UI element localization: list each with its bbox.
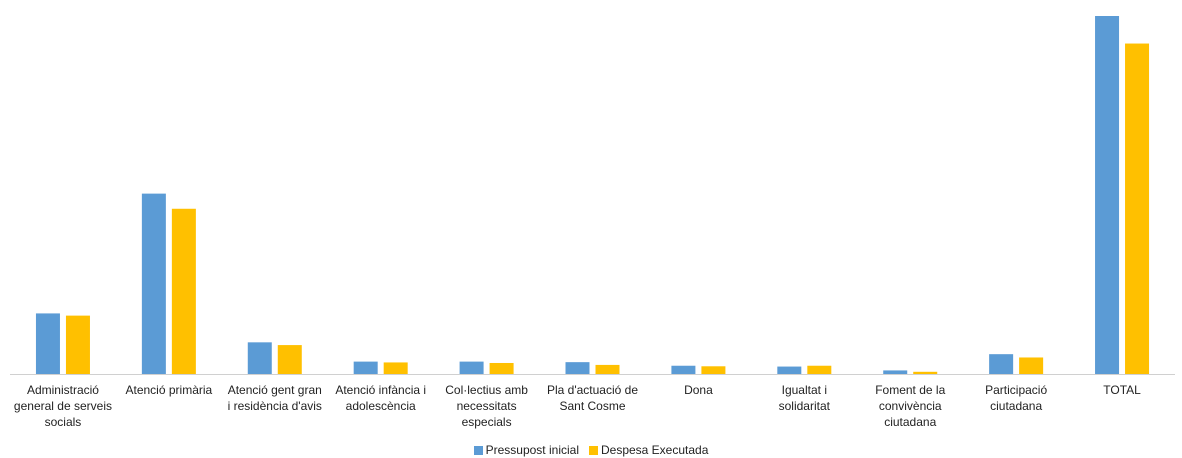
bar-pressupost-inicial-0[interactable] xyxy=(35,313,60,374)
bar-chart-plot: Administració general de serveis socials At… xyxy=(10,16,1175,429)
x-tick-label-3: Atenció infància i adolescència xyxy=(335,383,426,413)
x-tick-label-7: Igualtat i solidaritat xyxy=(779,383,831,413)
x-tick-label-4: Col·lectius amb necessitats especials xyxy=(445,383,528,429)
bar-despesa-executada-8[interactable] xyxy=(913,371,938,374)
bar-despesa-executada-10[interactable] xyxy=(1125,43,1150,375)
bar-pressupost-inicial-10[interactable] xyxy=(1095,16,1120,374)
bar-despesa-executada-2[interactable] xyxy=(277,345,302,374)
bar-pressupost-inicial-7[interactable] xyxy=(777,366,802,374)
legend-swatch-pressupost-inicial xyxy=(473,445,483,455)
x-tick-label-6: Dona xyxy=(684,383,713,397)
bar-pressupost-inicial-5[interactable] xyxy=(565,362,590,374)
legend-label-despesa-executada: Despesa Executada xyxy=(600,443,709,457)
legend: Pressupost inicial Despesa Executada xyxy=(0,443,1182,457)
legend-item-pressupost-inicial[interactable]: Pressupost inicial xyxy=(473,443,579,457)
bar-pressupost-inicial-6[interactable] xyxy=(671,365,696,374)
bar-despesa-executada-3[interactable] xyxy=(383,362,408,374)
bar-despesa-executada-6[interactable] xyxy=(701,366,726,374)
x-tick-label-10: TOTAL xyxy=(1103,383,1141,397)
legend-item-despesa-executada[interactable]: Despesa Executada xyxy=(588,443,709,457)
bar-pressupost-inicial-9[interactable] xyxy=(989,354,1014,374)
bar-despesa-executada-0[interactable] xyxy=(65,315,90,374)
bar-pressupost-inicial-8[interactable] xyxy=(883,370,908,374)
bar-pressupost-inicial-1[interactable] xyxy=(141,193,166,374)
bar-despesa-executada-5[interactable] xyxy=(595,364,620,374)
bar-despesa-executada-1[interactable] xyxy=(171,208,196,374)
bar-pressupost-inicial-3[interactable] xyxy=(353,361,378,374)
x-tick-label-5: Pla d'actuació de Sant Cosme xyxy=(547,383,638,413)
x-tick-label-9: Participació ciutadana xyxy=(985,383,1047,413)
bar-pressupost-inicial-2[interactable] xyxy=(247,342,272,374)
legend-swatch-despesa-executada xyxy=(588,445,598,455)
x-tick-labels: Administració general de serveis socials At… xyxy=(14,383,1141,429)
x-tick-label-2: Atenció gent gran i residència d'avis xyxy=(228,383,322,413)
bar-despesa-executada-4[interactable] xyxy=(489,362,514,374)
bars-layer xyxy=(35,16,1150,375)
legend-label-pressupost-inicial: Pressupost inicial xyxy=(485,443,579,457)
x-tick-label-1: Atenció primària xyxy=(126,383,213,397)
x-tick-label-0: Administració general de serveis socials xyxy=(14,383,112,429)
x-tick-label-8: Foment de la convivència ciutadana xyxy=(875,383,945,429)
bar-despesa-executada-9[interactable] xyxy=(1019,357,1044,374)
bar-pressupost-inicial-4[interactable] xyxy=(459,361,484,374)
bar-despesa-executada-7[interactable] xyxy=(807,365,832,374)
